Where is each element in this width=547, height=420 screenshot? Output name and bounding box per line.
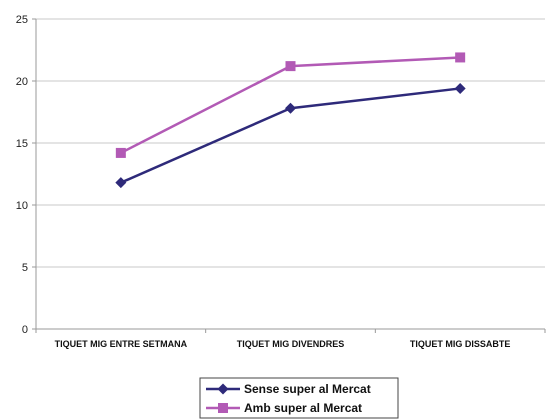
gridlines: [36, 18, 545, 268]
x-tick-label: TIQUET MIG DISSABTE: [410, 339, 511, 349]
legend-label: Amb super al Mercat: [244, 401, 362, 415]
series-line: [120, 87, 461, 184]
legend-marker: [218, 403, 228, 413]
legend-label: Sense super al Mercat: [244, 382, 371, 396]
data-point: [454, 82, 466, 94]
data-point: [115, 177, 127, 189]
y-axis-ticks: 0 5 10 15 20 25: [16, 14, 36, 336]
x-axis-ticks: TIQUET MIG ENTRE SETMANA TIQUET MIG DIVEN…: [35, 329, 546, 349]
series-group: [115, 52, 466, 189]
x-tick-label: TIQUET MIG ENTRE SETMANA: [55, 339, 188, 349]
legend-marker: [217, 383, 229, 395]
x-tick-label: TIQUET MIG DIVENDRES: [237, 339, 345, 349]
data-point: [285, 61, 296, 72]
legend: Sense super al Mercat Amb super al Mercat: [199, 377, 399, 419]
data-point: [285, 102, 296, 114]
data-point: [455, 52, 466, 63]
y-tick-label: 5: [22, 262, 28, 274]
y-tick-label: 10: [16, 200, 28, 212]
data-point: [115, 147, 126, 158]
y-tick-label: 25: [16, 14, 28, 26]
legend-box: [199, 377, 399, 419]
y-tick-label: 0: [22, 324, 28, 336]
y-tick-label: 20: [16, 76, 28, 88]
y-tick-label: 15: [16, 138, 28, 150]
